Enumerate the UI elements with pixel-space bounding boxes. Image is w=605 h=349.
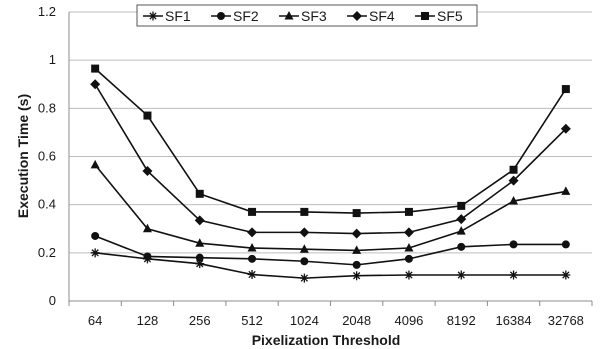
- data-point-sf4: [403, 227, 414, 238]
- data-point-sf2: [248, 254, 257, 263]
- data-point-sf4: [351, 228, 362, 239]
- legend-marker-sf5: [421, 12, 429, 20]
- x-tick-label: 1024: [290, 313, 319, 328]
- series-sf2-line: [94, 235, 566, 266]
- legend-marker-sf3: [284, 11, 294, 20]
- x-tick-label: 16384: [495, 313, 531, 328]
- data-point-sf5: [509, 165, 518, 174]
- data-point-sf5: [91, 64, 100, 73]
- data-point-sf1: [404, 270, 414, 280]
- data-point-sf5: [300, 207, 309, 216]
- data-point-sf3: [561, 186, 571, 195]
- x-tick-label: 64: [88, 313, 102, 328]
- y-tick-label: 0.4: [38, 197, 56, 212]
- legend-marker-sf2: [217, 12, 225, 20]
- series-sf3-line: [94, 164, 566, 252]
- legend-item-sf1: SF1: [143, 8, 191, 24]
- data-point-sf1: [90, 248, 100, 258]
- x-tick-label: 2048: [342, 313, 371, 328]
- data-point-sf4: [194, 215, 205, 226]
- data-point-sf2: [457, 242, 466, 251]
- y-tick-label: 0.8: [38, 100, 56, 115]
- x-axis-ticks: 64 128 256 512 1024 2048 4096 8192 16384 32768: [68, 301, 593, 328]
- legend-label: SF4: [369, 8, 395, 24]
- data-point-sf4: [560, 123, 571, 134]
- data-point-sf3: [404, 243, 414, 252]
- data-point-sf5: [561, 85, 570, 94]
- data-point-sf1: [195, 259, 205, 269]
- series-sf5: [91, 64, 570, 218]
- y-axis-title: Execution Time (s): [15, 94, 31, 218]
- legend-label: SF2: [233, 8, 259, 24]
- data-point-sf3: [456, 226, 466, 235]
- data-point-sf2: [404, 254, 413, 263]
- data-point-sf1: [352, 271, 362, 281]
- data-point-sf4: [90, 79, 101, 90]
- series-sf4-line: [94, 83, 567, 235]
- data-point-sf1: [561, 270, 571, 280]
- x-tick-label: 8192: [447, 313, 476, 328]
- y-tick-label: 1.2: [38, 4, 56, 19]
- data-point-sf4: [299, 227, 310, 238]
- data-point-sf2: [143, 252, 152, 261]
- data-point-sf5: [457, 201, 466, 210]
- legend-label: SF1: [165, 8, 191, 24]
- series-sf4: [90, 79, 571, 239]
- legend-label: SF5: [437, 8, 463, 24]
- legend-item-sf5: SF5: [415, 8, 463, 24]
- data-point-sf2: [352, 260, 361, 269]
- data-point-sf3: [90, 159, 100, 169]
- data-point-sf5: [195, 189, 204, 198]
- data-point-sf1: [509, 270, 519, 280]
- series-sf1: [90, 248, 571, 283]
- x-tick-label: 4096: [394, 313, 423, 328]
- legend-label: SF3: [301, 8, 327, 24]
- data-point-sf4: [456, 214, 467, 225]
- data-point-sf3: [195, 238, 205, 247]
- data-point-sf3: [247, 243, 257, 252]
- legend-marker-sf1: [148, 11, 158, 21]
- data-point-sf1: [456, 270, 466, 280]
- data-point-sf3: [142, 223, 152, 233]
- data-point-sf2: [195, 253, 204, 262]
- data-point-sf5: [248, 207, 257, 216]
- data-point-sf4: [247, 227, 258, 238]
- data-point-sf5: [143, 111, 152, 120]
- x-tick-label: 256: [189, 313, 211, 328]
- legend-item-sf2: SF2: [211, 8, 259, 24]
- data-point-sf3: [509, 196, 519, 205]
- y-tick-label: 0.2: [38, 245, 56, 260]
- data-point-sf5: [404, 207, 413, 216]
- data-point-sf4: [142, 165, 153, 176]
- data-point-sf5: [352, 209, 361, 218]
- y-tick-label: 1: [49, 52, 56, 67]
- series-sf5-line: [94, 68, 567, 214]
- data-point-sf1: [299, 273, 309, 283]
- data-point-sf2: [561, 240, 570, 249]
- legend-marker-sf4: [352, 11, 362, 21]
- x-tick-label: 512: [241, 313, 263, 328]
- data-point-sf2: [300, 257, 309, 266]
- x-tick-label: 128: [137, 313, 159, 328]
- data-point-sf2: [91, 231, 100, 240]
- legend-item-sf4: SF4: [347, 8, 395, 24]
- data-point-sf1: [247, 270, 257, 280]
- data-point-sf2: [509, 240, 518, 249]
- legend: SF1 SF2 SF3 SF4 SF5: [136, 4, 478, 27]
- series-sf2: [91, 231, 570, 269]
- data-point-sf3: [352, 245, 362, 254]
- series-sf3: [90, 159, 571, 254]
- y-tick-label: 0.6: [38, 149, 56, 164]
- y-tick-label: 0: [49, 293, 56, 308]
- data-point-sf4: [508, 175, 519, 186]
- x-axis-title: Pixelization Threshold: [252, 332, 401, 348]
- data-point-sf3: [299, 244, 309, 253]
- legend-box: [136, 4, 478, 27]
- series-sf1-line: [95, 252, 566, 279]
- legend-item-sf3: SF3: [279, 8, 327, 24]
- y-axis-ticks: 0 0.2 0.4 0.6 0.8 1 1.2: [38, 4, 56, 308]
- series-group: [90, 64, 571, 283]
- x-tick-label: 32768: [548, 313, 584, 328]
